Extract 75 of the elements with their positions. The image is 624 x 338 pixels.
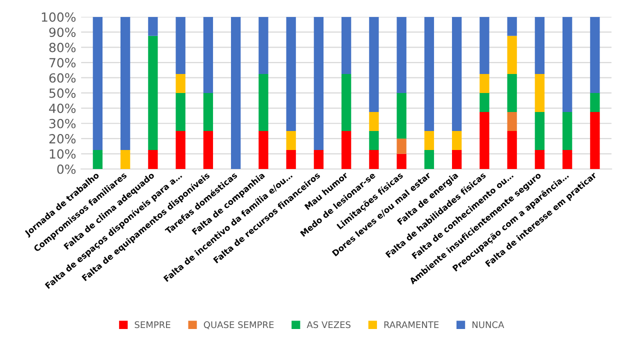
y-tick-label: 70% — [50, 58, 76, 68]
bar — [148, 16, 158, 36]
bar — [396, 138, 406, 154]
bar — [341, 130, 352, 169]
legend-label: RARAMENTE — [384, 321, 439, 328]
y-tick-label: 0% — [57, 164, 76, 174]
bar — [590, 92, 600, 112]
bar — [562, 150, 572, 169]
bar — [590, 16, 600, 93]
bar — [230, 16, 241, 169]
bar — [176, 130, 186, 169]
bar — [480, 74, 490, 93]
y-tick-label: 100% — [42, 12, 76, 22]
bar — [369, 16, 379, 112]
bar — [452, 130, 462, 150]
bar — [258, 130, 268, 169]
bar — [314, 150, 324, 169]
bar — [562, 112, 572, 150]
bar — [452, 16, 462, 131]
bar — [148, 36, 158, 150]
bar — [480, 112, 490, 169]
y-tick-label: 20% — [49, 134, 76, 144]
bar — [424, 130, 434, 150]
bar — [258, 16, 268, 74]
bar — [507, 16, 517, 36]
bar — [148, 150, 158, 169]
y-tick-label: 10% — [50, 149, 76, 159]
bar — [120, 150, 130, 169]
bar — [286, 130, 296, 150]
y-tick-label: 50% — [49, 88, 76, 98]
bar — [562, 16, 572, 112]
bar — [369, 130, 379, 150]
legend-label: AS VEZES — [306, 321, 350, 328]
bar — [590, 112, 600, 169]
bar — [480, 92, 490, 112]
bar — [424, 16, 434, 131]
bar — [369, 112, 379, 131]
bar — [341, 16, 352, 74]
bar — [534, 16, 545, 74]
bar — [92, 150, 103, 169]
bar — [203, 130, 214, 169]
bar — [534, 150, 545, 169]
bar — [258, 74, 268, 131]
bar — [120, 16, 130, 150]
legend-label: QUASE SEMPRE — [204, 321, 274, 330]
bar — [507, 74, 517, 112]
bar — [92, 16, 103, 150]
bar — [341, 74, 352, 131]
bar — [480, 16, 490, 74]
bar — [176, 92, 186, 131]
bar — [176, 16, 186, 74]
bar — [396, 92, 406, 139]
bar — [286, 150, 296, 169]
bar — [534, 74, 545, 112]
bar — [507, 112, 517, 131]
legend-label: SEMPRE — [134, 321, 170, 328]
y-tick-label: 40% — [49, 104, 76, 114]
bar — [203, 92, 214, 131]
legend-label: NUNCA — [472, 321, 504, 328]
bar — [396, 154, 406, 169]
bar — [396, 16, 406, 93]
bar — [286, 16, 296, 131]
bar — [534, 112, 545, 150]
bar — [176, 74, 186, 93]
bar — [452, 150, 462, 169]
bar — [369, 150, 379, 169]
bar — [424, 150, 434, 169]
y-tick-label: 60% — [49, 73, 76, 83]
y-tick-label: 90% — [49, 28, 76, 38]
y-tick-label: 80% — [49, 42, 76, 52]
bar — [507, 130, 517, 169]
bar — [507, 36, 517, 74]
y-tick-label: 30% — [49, 118, 76, 128]
bar — [314, 16, 324, 150]
bar — [203, 16, 214, 93]
